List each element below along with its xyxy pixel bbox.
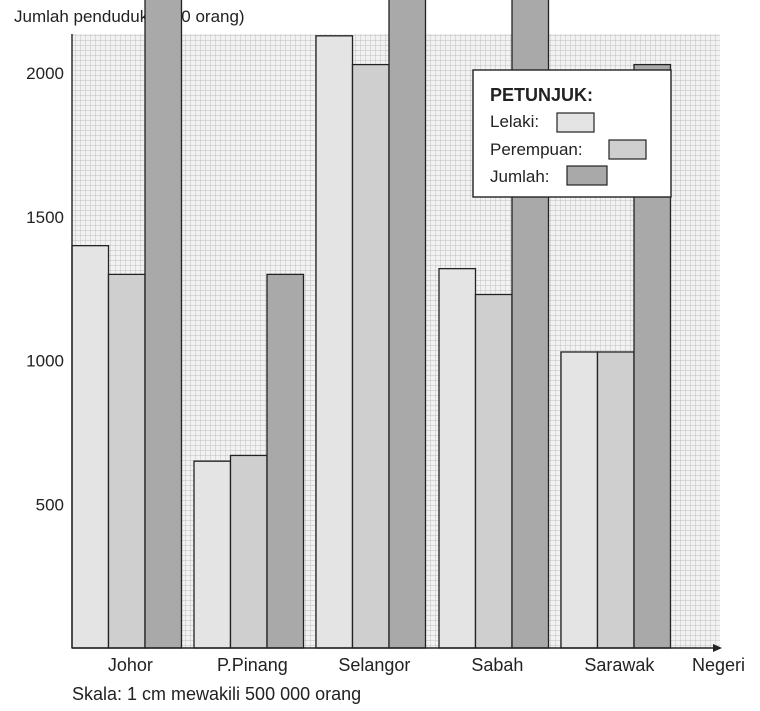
legend-swatch-lelaki	[556, 112, 595, 133]
x-axis-arrowhead	[713, 644, 722, 652]
y-tick-label: 1500	[26, 208, 64, 227]
bar-johor-perempuan	[107, 273, 146, 649]
x-category-label: Selangor	[338, 655, 410, 675]
y-axis-label: Jumlah penduduk (‘000 orang)	[14, 7, 245, 26]
scale-note: Skala: 1 cm mewakili 500 000 orang	[72, 684, 361, 704]
legend-swatch-perempuan	[608, 139, 647, 160]
legend-title: PETUNJUK:	[490, 85, 593, 105]
legend: PETUNJUK: Lelaki: Perempuan: Jumlah:	[472, 69, 672, 198]
bar-selangor-lelaki	[315, 35, 354, 649]
y-tick-label: 500	[36, 495, 64, 514]
x-category-label: P.Pinang	[217, 655, 288, 675]
bar-sarawak-perempuan	[596, 351, 635, 649]
y-tick-label: 2000	[26, 64, 64, 83]
legend-label-jumlah: Jumlah:	[490, 167, 550, 186]
legend-swatch-jumlah	[566, 165, 608, 186]
bar-sabah-perempuan	[474, 293, 513, 649]
x-category-labels: Johor P.Pinang Selangor Sabah Sarawak	[108, 655, 656, 675]
bar-sarawak-lelaki	[560, 351, 599, 649]
y-tick-label: 1000	[26, 352, 64, 371]
bar-ppinang-perempuan	[229, 454, 268, 649]
x-category-label: Sarawak	[584, 655, 655, 675]
bar-ppinang-jumlah	[266, 273, 305, 649]
bar-selangor-perempuan	[351, 63, 390, 649]
x-category-label: Johor	[108, 655, 153, 675]
bar-ppinang-lelaki	[193, 460, 232, 649]
legend-label-perempuan: Perempuan:	[490, 140, 583, 159]
bar-selangor-jumlah	[388, 0, 427, 649]
bar-sabah-lelaki	[438, 267, 477, 649]
x-category-label: Sabah	[471, 655, 523, 675]
bar-johor-jumlah	[144, 0, 183, 649]
y-tick-labels: 5001000150020002500300035004000	[26, 64, 64, 514]
bar-johor-lelaki	[71, 244, 110, 649]
bars-group	[71, 0, 672, 649]
x-axis-label: Negeri	[692, 655, 745, 675]
legend-label-lelaki: Lelaki:	[490, 112, 539, 131]
